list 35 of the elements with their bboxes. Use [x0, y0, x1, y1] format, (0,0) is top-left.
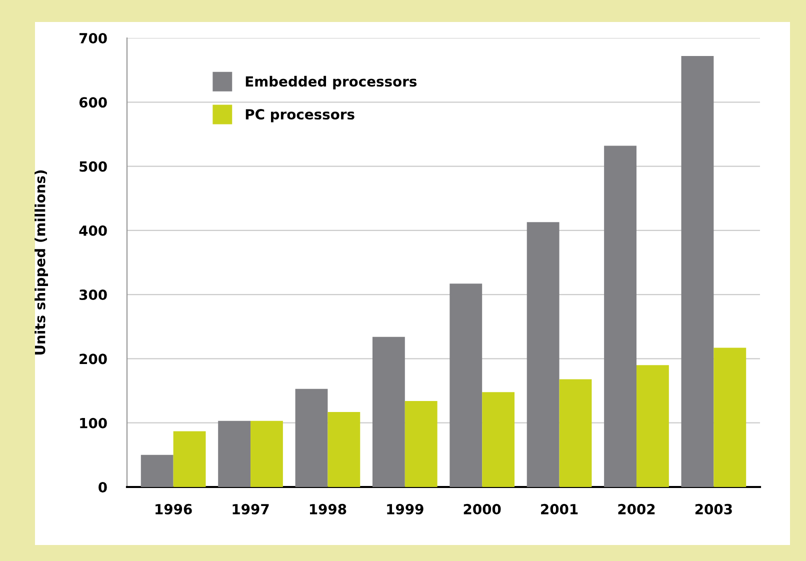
- bar: [681, 56, 714, 487]
- bar: [372, 336, 405, 487]
- x-tick-label: 2001: [541, 504, 578, 514]
- x-tick-label: 1999: [387, 504, 424, 514]
- y-tick-label: 700: [79, 32, 107, 44]
- y-tick-label: 100: [80, 418, 107, 428]
- bar: [218, 420, 251, 487]
- bar: [250, 420, 283, 487]
- bar: [482, 392, 515, 487]
- bar: [140, 454, 174, 487]
- x-tick-label: 1998: [310, 504, 346, 514]
- y-tick-label: 400: [79, 225, 107, 236]
- bar: [328, 412, 360, 487]
- bar: [636, 365, 669, 487]
- bar: [714, 348, 746, 487]
- bar: [404, 401, 438, 487]
- y-tick-label: 200: [80, 354, 107, 364]
- y-tick-label: 0: [98, 482, 107, 492]
- y-tick-label: 600: [79, 97, 107, 108]
- bar: [526, 222, 560, 487]
- bar: [559, 379, 592, 487]
- bar: [295, 388, 328, 487]
- legend-label: PC processors: [246, 109, 354, 122]
- bar: [604, 146, 636, 487]
- y-tick-label: 500: [80, 161, 107, 172]
- x-tick-label: 2002: [618, 504, 655, 514]
- x-tick-label: 1997: [232, 504, 269, 514]
- bar: [450, 284, 482, 487]
- x-tick-label: 2000: [464, 504, 501, 514]
- legend-label: Embedded processors: [246, 76, 417, 90]
- bar: [173, 431, 206, 487]
- x-tick-label: 1996: [156, 504, 192, 514]
- y-axis-title: Units shipped (millions): [34, 170, 48, 355]
- x-tick-label: 2003: [695, 504, 732, 514]
- y-tick-label: 300: [79, 290, 107, 300]
